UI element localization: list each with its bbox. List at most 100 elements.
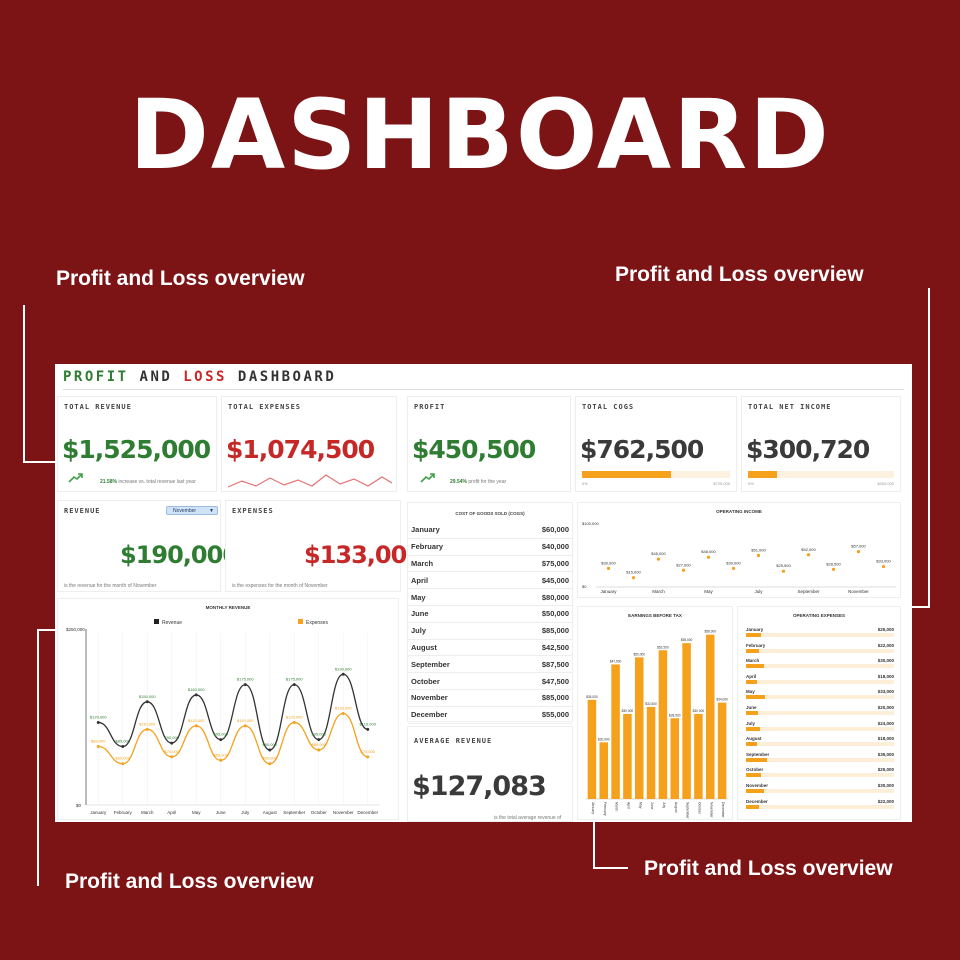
opex-bar xyxy=(746,711,759,715)
opex-bar xyxy=(746,804,760,809)
progress-max: $725,000 xyxy=(713,481,730,486)
data-point xyxy=(317,748,321,752)
cogs-row: March $75,000 xyxy=(408,556,572,573)
x-tick-label: October xyxy=(697,802,701,815)
data-point xyxy=(731,566,736,570)
kpi-label: TOTAL COGS xyxy=(582,403,635,411)
x-tick-label: May xyxy=(638,802,642,809)
data-point xyxy=(631,576,636,580)
callout-bottom-right: Profit and Loss overview xyxy=(644,857,893,880)
callout-top-left: Profit and Loss overview xyxy=(56,267,305,290)
opex-track xyxy=(746,633,894,637)
kpi-label: TOTAL EXPENSES xyxy=(228,403,302,411)
data-label: $80,000 xyxy=(312,742,327,747)
cogs-value: $47,500 xyxy=(541,676,569,686)
x-tick-label: July xyxy=(754,589,763,594)
data-point xyxy=(268,748,272,752)
cogs-value: $75,000 xyxy=(541,558,569,568)
data-point xyxy=(756,553,761,557)
cogs-value: $50,000 xyxy=(541,609,569,619)
opex-value: $33,000 xyxy=(877,689,894,695)
opex-track xyxy=(746,742,894,747)
opex-value: $30,000 xyxy=(877,783,894,788)
data-point xyxy=(341,711,345,715)
opex-month: February xyxy=(746,642,766,648)
opex-month: November xyxy=(746,783,769,788)
opex-track xyxy=(746,664,894,669)
cogs-month: July xyxy=(411,626,427,636)
data-label: $60,000 xyxy=(116,756,131,761)
bar xyxy=(634,657,644,799)
data-point xyxy=(243,683,247,687)
cogs-month: February xyxy=(411,542,444,552)
cogs-value: $87,500 xyxy=(541,659,569,669)
opex-month: April xyxy=(746,673,757,679)
x-tick-label: December xyxy=(721,802,725,819)
x-tick-label: July xyxy=(662,802,666,808)
cogs-row: August $42,500 xyxy=(408,640,572,657)
opex-row: December $22,000 xyxy=(744,799,894,810)
ebt-chart: $35,000 January $20,000 February $47,500 Marc… xyxy=(586,630,728,819)
expenses-card: EXPENSES $133,000 is the expenses for th… xyxy=(225,500,423,592)
legend-swatch-expenses xyxy=(298,619,303,624)
data-point xyxy=(606,566,611,570)
earnings-before-tax-card: EARNINGS BEFORE TAX $35,000 January $20,00… xyxy=(577,606,733,820)
cogs-table-title: COST OF GOODS SOLD (COGS) xyxy=(455,511,525,516)
data-label: $85,000 xyxy=(91,739,106,744)
progress-min: 0% xyxy=(582,481,588,486)
legend-label-revenue: Revenue xyxy=(162,620,182,626)
bar xyxy=(694,714,703,799)
y-tick-label: $250,000 xyxy=(66,627,85,632)
net-income-progress-fill xyxy=(748,471,778,478)
cogs-month: October xyxy=(411,676,440,686)
data-point xyxy=(145,700,149,704)
data-label: $150,000 xyxy=(139,694,156,699)
opex-value: $18,000 xyxy=(877,673,894,679)
data-point xyxy=(243,724,247,728)
chevron-down-icon: ▼ xyxy=(209,508,214,514)
cogs-value: $55,000 xyxy=(541,710,569,720)
data-point xyxy=(366,727,370,731)
bar xyxy=(587,699,597,799)
data-label: $175,000 xyxy=(237,677,254,682)
opex-month: December xyxy=(746,798,768,804)
data-label: $70,000 xyxy=(361,749,376,754)
x-tick-label: September xyxy=(283,810,306,815)
data-label: $90,000 xyxy=(165,735,180,740)
y-tick-label: $0 xyxy=(76,803,82,808)
month-select[interactable]: November ▼ xyxy=(166,506,218,515)
opex-value: $20,000 xyxy=(877,705,894,710)
data-point xyxy=(806,553,811,557)
monthly-revenue-title: MONTHLY REVENUE xyxy=(205,605,251,610)
connector-line xyxy=(900,606,930,608)
cogs-month: June xyxy=(411,609,429,619)
data-label: $52,500 xyxy=(657,645,669,649)
kpi-value: $300,720 xyxy=(746,435,870,464)
opex-track xyxy=(746,789,894,793)
average-revenue-value: $127,083 xyxy=(412,771,547,802)
data-point xyxy=(219,758,223,762)
opex-value: $24,000 xyxy=(877,720,894,726)
data-label: $175,000 xyxy=(286,677,303,682)
cogs-row: September $87,500 xyxy=(408,656,572,674)
opex-row: January $25,000 xyxy=(744,627,894,638)
data-point xyxy=(317,738,321,742)
bar xyxy=(658,650,668,799)
opex-month: September xyxy=(746,751,770,757)
x-tick-label: January xyxy=(600,589,617,594)
card-label: AVERAGE REVENUE xyxy=(414,737,493,745)
data-point xyxy=(292,720,296,724)
kpi-pct: 29.54% xyxy=(450,479,467,485)
data-label: $32,500 xyxy=(645,702,657,706)
opex-row: September $35,000 xyxy=(744,752,894,763)
data-point xyxy=(681,568,686,572)
x-tick-label: June xyxy=(216,810,226,815)
bar xyxy=(705,634,715,799)
opex-value: $25,000 xyxy=(877,767,894,773)
expenses-value: $133,000 xyxy=(304,541,423,569)
cogs-value: $45,000 xyxy=(541,575,569,585)
opex-row: February $22,000 xyxy=(744,643,894,654)
connector-line xyxy=(23,461,58,463)
data-label: $45,000 xyxy=(651,551,666,556)
x-tick-label: November xyxy=(709,802,713,819)
